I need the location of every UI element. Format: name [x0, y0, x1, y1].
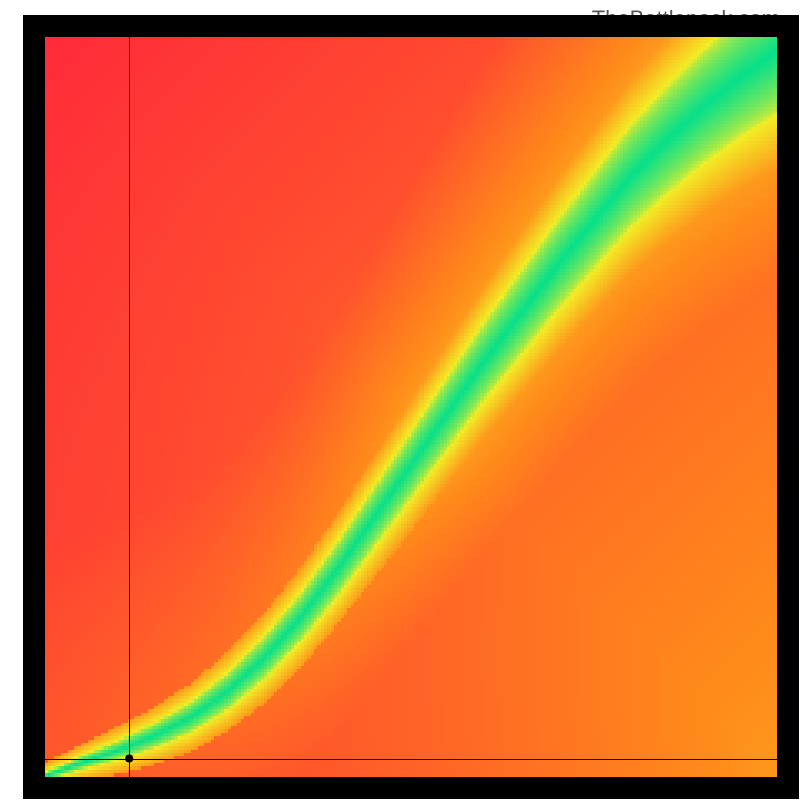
root-container: { "watermark": { "text": "TheBottleneck.…	[0, 0, 800, 800]
frame-bottom	[23, 777, 799, 799]
frame-right	[777, 15, 799, 799]
heatmap-plot	[45, 37, 777, 777]
frame-top	[23, 15, 799, 37]
crosshair-overlay	[45, 37, 777, 777]
frame-left	[23, 15, 45, 799]
